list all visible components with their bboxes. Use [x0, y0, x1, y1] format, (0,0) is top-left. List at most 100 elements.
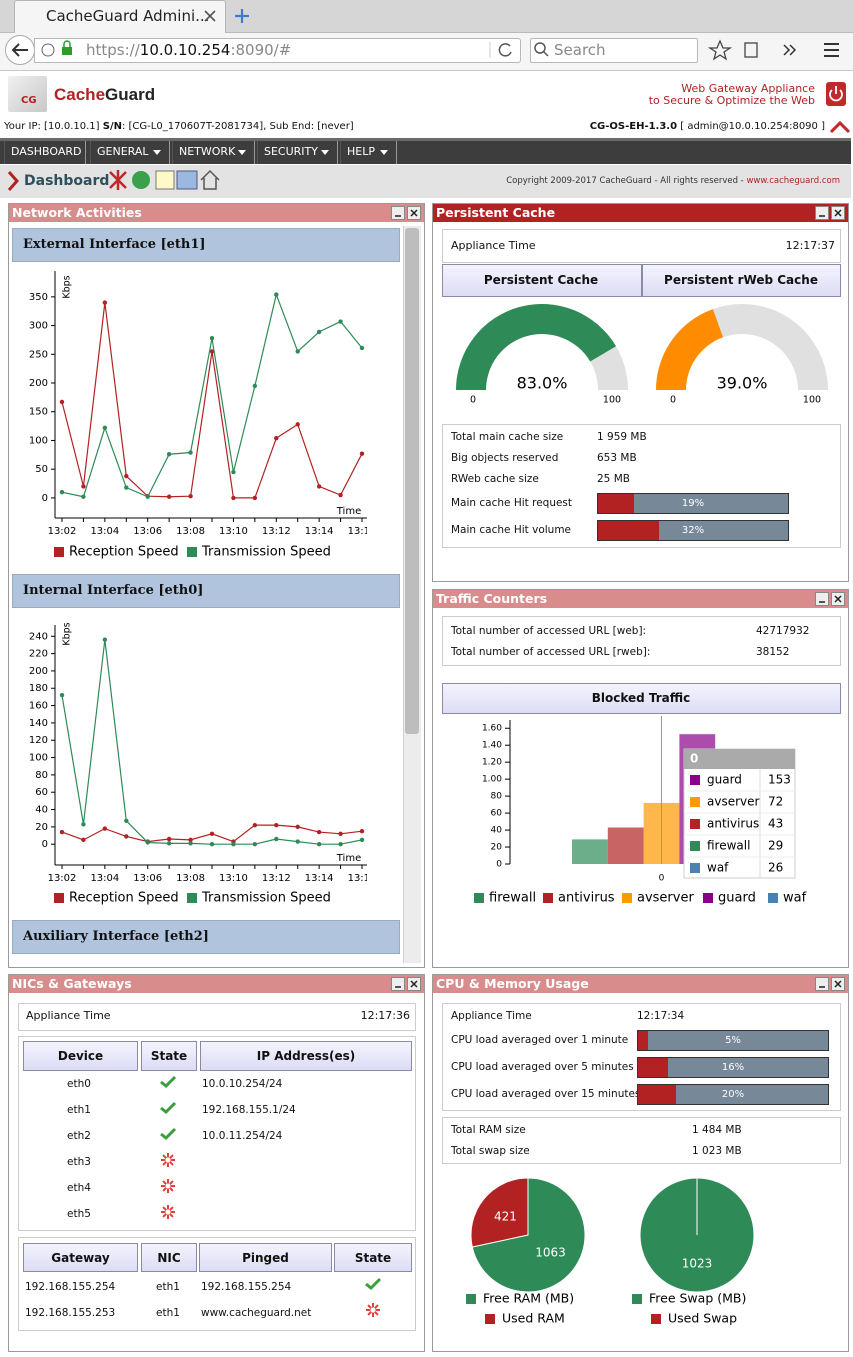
minimize-button[interactable] [391, 206, 405, 220]
memory-value: 1 484 MB [692, 1124, 742, 1136]
info-box [442, 1003, 841, 1111]
menu-label: DASHBOARD [11, 145, 82, 158]
gauge-tab-title: Persistent Cache [483, 273, 599, 287]
minimize-button[interactable] [815, 592, 829, 606]
progress-fill [598, 494, 635, 513]
sn-info: : [CG-L0_170607T-2081734], Sub End: [nev… [121, 121, 354, 132]
progress-label: 16% [721, 1062, 745, 1073]
memory-value: 1 023 MB [692, 1145, 742, 1157]
brand-cache: Cache [54, 85, 106, 104]
table-header-text: NIC [157, 1251, 181, 1265]
stats-box [442, 424, 841, 548]
url-text: https://10.0.10.254:8090/# [86, 42, 291, 58]
progress-fill [638, 1085, 676, 1104]
section-title: Auxiliary Interface [eth2] [23, 929, 209, 944]
menu-item[interactable] [90, 141, 170, 164]
table-header-text: State [354, 1251, 392, 1265]
menu-bar [0, 138, 851, 164]
copyright-link: www.cacheguard.com [746, 176, 840, 186]
device-ip: 192.168.155.1/24 [202, 1104, 296, 1116]
gateway-nic: eth1 [156, 1307, 180, 1319]
section-header [12, 920, 400, 954]
back-button[interactable] [5, 35, 35, 65]
logo [8, 76, 47, 112]
counter-value: 38152 [756, 646, 790, 658]
panel-title: NICs & Gateways [12, 976, 132, 991]
device-name: eth5 [67, 1208, 91, 1220]
panel-header [9, 204, 424, 222]
section-header [12, 574, 400, 608]
table-header [200, 1041, 412, 1071]
session: [ admin@10.0.10.254:8090 ] [677, 121, 825, 132]
gauge-tab-title: Persistent rWeb Cache [664, 273, 818, 287]
cpu-label: CPU load averaged over 5 minutes [451, 1061, 634, 1073]
chart-header [442, 683, 841, 714]
progress-fill [638, 1058, 669, 1077]
memory-label: Total swap size [451, 1145, 530, 1157]
menu-item[interactable] [340, 141, 397, 164]
gateway-pinged: 192.168.155.254 [201, 1281, 292, 1293]
hit-bar [597, 493, 789, 514]
gauge-tab[interactable] [642, 264, 841, 297]
time-label: Appliance Time [451, 1010, 532, 1022]
panel-header [433, 204, 848, 222]
section-title: External Interface [eth1] [23, 237, 206, 252]
menu-item[interactable] [172, 141, 255, 164]
table-header [23, 1243, 138, 1272]
sn-label: S/N [102, 121, 122, 132]
panel-title: CPU & Memory Usage [436, 976, 589, 991]
cpu-bar [637, 1084, 829, 1105]
gauge-tab[interactable] [442, 264, 642, 297]
copyright-text: Copyright 2009-2017 CacheGuard - All rig… [506, 176, 747, 186]
cpu-label: CPU load averaged over 15 minutes [451, 1088, 641, 1100]
url-box[interactable] [34, 38, 521, 63]
url-host: 10.0.10.254 [139, 41, 231, 59]
device-name: eth1 [67, 1104, 91, 1116]
panel-title: Traffic Counters [436, 591, 548, 606]
close-button[interactable] [407, 977, 421, 991]
progress-label: 19% [681, 498, 705, 509]
minimize-button[interactable] [815, 977, 829, 991]
menu-item[interactable] [4, 141, 86, 164]
info-box [442, 229, 841, 263]
gateway-table [18, 1237, 416, 1331]
close-button[interactable] [831, 977, 845, 991]
minimize-button[interactable] [391, 977, 405, 991]
menu-label: HELP [347, 145, 375, 158]
table-header-text: IP Address(es) [256, 1049, 356, 1063]
tagline: to Secure & Optimize the Web [648, 94, 815, 107]
progress-label: 32% [681, 525, 705, 536]
menu-label: NETWORK [179, 145, 236, 158]
tab-title: CacheGuard Admini... [46, 7, 210, 25]
table-header [141, 1243, 197, 1272]
time-value: 12:17:34 [637, 1010, 685, 1022]
table-header [141, 1041, 197, 1071]
table-header [334, 1243, 412, 1272]
scroll-thumb[interactable] [405, 228, 419, 734]
power-button[interactable] [826, 82, 846, 106]
close-button[interactable] [407, 206, 421, 220]
section-title: Internal Interface [eth0] [23, 583, 204, 598]
url-rest: :8090/# [230, 41, 292, 59]
close-button[interactable] [831, 206, 845, 220]
cpu-bar [637, 1030, 829, 1051]
panel-title: Network Activities [12, 205, 142, 220]
logo-text: CG [21, 95, 37, 106]
panel-header [433, 975, 848, 993]
menu-item[interactable] [257, 141, 338, 164]
menu-label: GENERAL [97, 145, 149, 158]
close-button[interactable] [831, 592, 845, 606]
search-placeholder: Search [554, 41, 606, 59]
time-value: 12:17:36 [360, 1009, 410, 1022]
stat-label: Total main cache size [451, 431, 564, 443]
minimize-button[interactable] [815, 206, 829, 220]
device-ip: 10.0.10.254/24 [202, 1078, 283, 1090]
tab[interactable] [14, 0, 226, 34]
url-scheme: https:// [86, 41, 140, 59]
tagline: Web Gateway Appliance [681, 82, 815, 95]
stat-label: Main cache Hit request [451, 497, 573, 509]
time-value: 12:17:37 [785, 239, 835, 252]
progress-fill [638, 1031, 648, 1050]
search-box[interactable] [530, 38, 698, 63]
